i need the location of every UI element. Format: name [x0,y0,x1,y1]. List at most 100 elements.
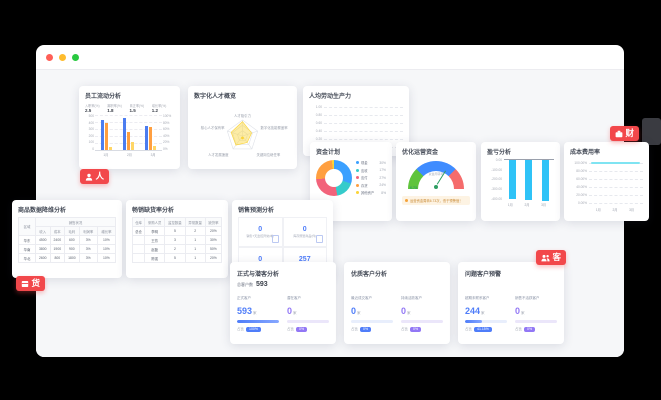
tick-label: -400.00 [491,196,502,201]
profit-loss-y-axis: 0.00 -100.00 -200.00 -300.00 -400.00 [487,158,504,201]
cropped-dark-panel [642,118,661,145]
panel-title: 成本费用率 [570,150,601,156]
gauge-value: 6.73 [410,186,417,190]
metric-ratio: 占比 100% [237,326,279,332]
legend-item: 其他资产 8% [356,189,386,197]
legend-label: 应付 [361,176,368,181]
tick-label: 200 [88,133,94,138]
x-tick: 1月 [507,203,513,207]
ratio-label: 占比 [515,326,522,331]
panel-stockout-table: 畅销缺货率分析 仓库 采购人员 监控数量 异常数量 缺货率 总仓 李明 5 2 20% 王芳 3 1 30… [126,200,228,278]
metric-unit: 家 [521,311,525,315]
stat-label: 转正率(%) [129,104,145,108]
ratio-pill: 0% [410,326,422,332]
stat-value: 1.5 [129,108,136,113]
metric-label: 销售不活跃客户 [515,296,540,300]
window-minimize-button[interactable] [59,53,66,61]
stat-label: 增长率(%) [151,104,167,108]
table-cell: 1 [184,235,206,245]
tick-label: 0.40 [315,129,322,133]
metric-unit: 家 [481,311,485,315]
metric-label: 最近成交客户 [351,296,372,300]
table-cell: 10% [96,244,117,254]
gridline [95,115,162,116]
column-header: 收入 [35,226,51,236]
working-capital-gauge: 资金周转率 6.73 100 [402,159,470,193]
tick-label: 20.00% [576,193,587,197]
table-cell: 900 [64,244,80,254]
stat-label: 入职率(%) [85,104,100,108]
table-body: 华东 4500 2400 600 3% 10% 华南 3800 1900 900 3% 10% 华北 26… [18,235,117,263]
window-close-button[interactable] [46,53,53,61]
table-cell: 王芳 [143,235,166,245]
grid-row: 40.00% [570,183,643,191]
gridline [324,130,403,132]
clipboard-icon [271,234,279,243]
ratio-label: 占比 [351,326,358,331]
customer-total-value: 593 [256,281,268,288]
grid-row: 60.00% [570,175,643,183]
legend-dot [356,161,359,165]
header-row: 仓库 采购人员 监控数量 异常数量 缺货率 [132,217,223,227]
table-cell: 3 [164,235,186,245]
table-cell: 800 [49,253,66,263]
tick-label: 300 [88,127,94,132]
column-header: 利润率 [78,226,98,236]
staff-flow-x-axis: 1月 2月 3月 [94,152,165,157]
table-cell: 4500 [35,235,51,245]
metric-ratio: 占比 0% [401,326,443,332]
y-axis-left: 500 400 300 200 100 0 [85,114,95,151]
group-header: 销售状况 [35,217,116,227]
table-cell: 20% [204,253,223,263]
negative-bar [525,160,533,201]
gridline [95,129,162,130]
gridline [589,194,643,196]
panel-title: 正式与潜客分析 [237,272,280,278]
gauge-center-label: 资金周转率 [428,172,444,176]
tick-label: 80.00% [576,169,587,173]
tile-value: 257 [298,256,311,263]
x-tick: 3月 [150,153,156,157]
table-cell: 赵磊 [143,244,166,254]
grid-row: 0.00% [570,199,643,207]
tick-label: 100% [163,114,172,118]
customer-metric: 潜在客户 0家 占比 0% [287,296,329,332]
staff-stat: 增长率(%) 1.2 [152,103,174,113]
panel-title: 盈亏分析 [487,150,512,156]
panel-title: 商品数据降维分析 [18,208,67,214]
panel-quality-customers: 优质客户分析 最近成交客户 0家 占比 0% 持续活跃客户 0家 占比 0% [344,262,450,344]
grid-row: 20.00% [570,191,643,199]
forecast-tile: 0 销售7天监控异常(单) [238,217,283,247]
bar-离职 [149,126,153,150]
metric-ratio: 占比 0% [515,326,557,332]
legend-percent: 8% [381,190,386,195]
tick-label: 0 [92,146,94,151]
fund-plan-donut-chart: 现金 30% 应收 17% 应付 27% 存货 24% 其他资产 8% [316,159,386,197]
section-badge-goods: 货 [16,276,46,291]
table-row: 华东 4500 2400 600 3% 10% [18,235,117,245]
tick-label: 100.00% [574,161,587,165]
tick-label: 100 [88,140,94,145]
table-row: 赵磊 2 1 50% [132,244,223,254]
grid-row: 1.00 [309,103,403,111]
metric-value: 0家 [401,306,411,316]
gridline [95,122,162,123]
window-zoom-button[interactable] [72,53,79,61]
legend-percent: 30% [379,160,386,165]
grid-row: 0.40 [309,127,403,135]
table-cell: 10% [96,235,117,245]
badge-label: 人 [95,171,105,182]
legend-dot [356,176,359,180]
stat-value: 1.8 [107,108,114,113]
x-tick: 2月 [127,153,132,157]
spacer [351,281,443,292]
box-icon [21,280,29,287]
talent-radar-chart: 人才吸引力 数字化技能覆盖率 关键岗位继任率 人才发展速度 核心人才保有率 [194,103,291,170]
table-cell: 2600 [35,253,51,263]
bar-group [145,115,157,150]
badge-label: 货 [31,278,41,289]
gauge-max: 100 [456,186,462,190]
cost-ratio-line-chart: 100.00% 80.00% 60.00% 40.00% 20.00% 0.00% [570,159,643,207]
table-cell: 总仓 [132,226,145,236]
